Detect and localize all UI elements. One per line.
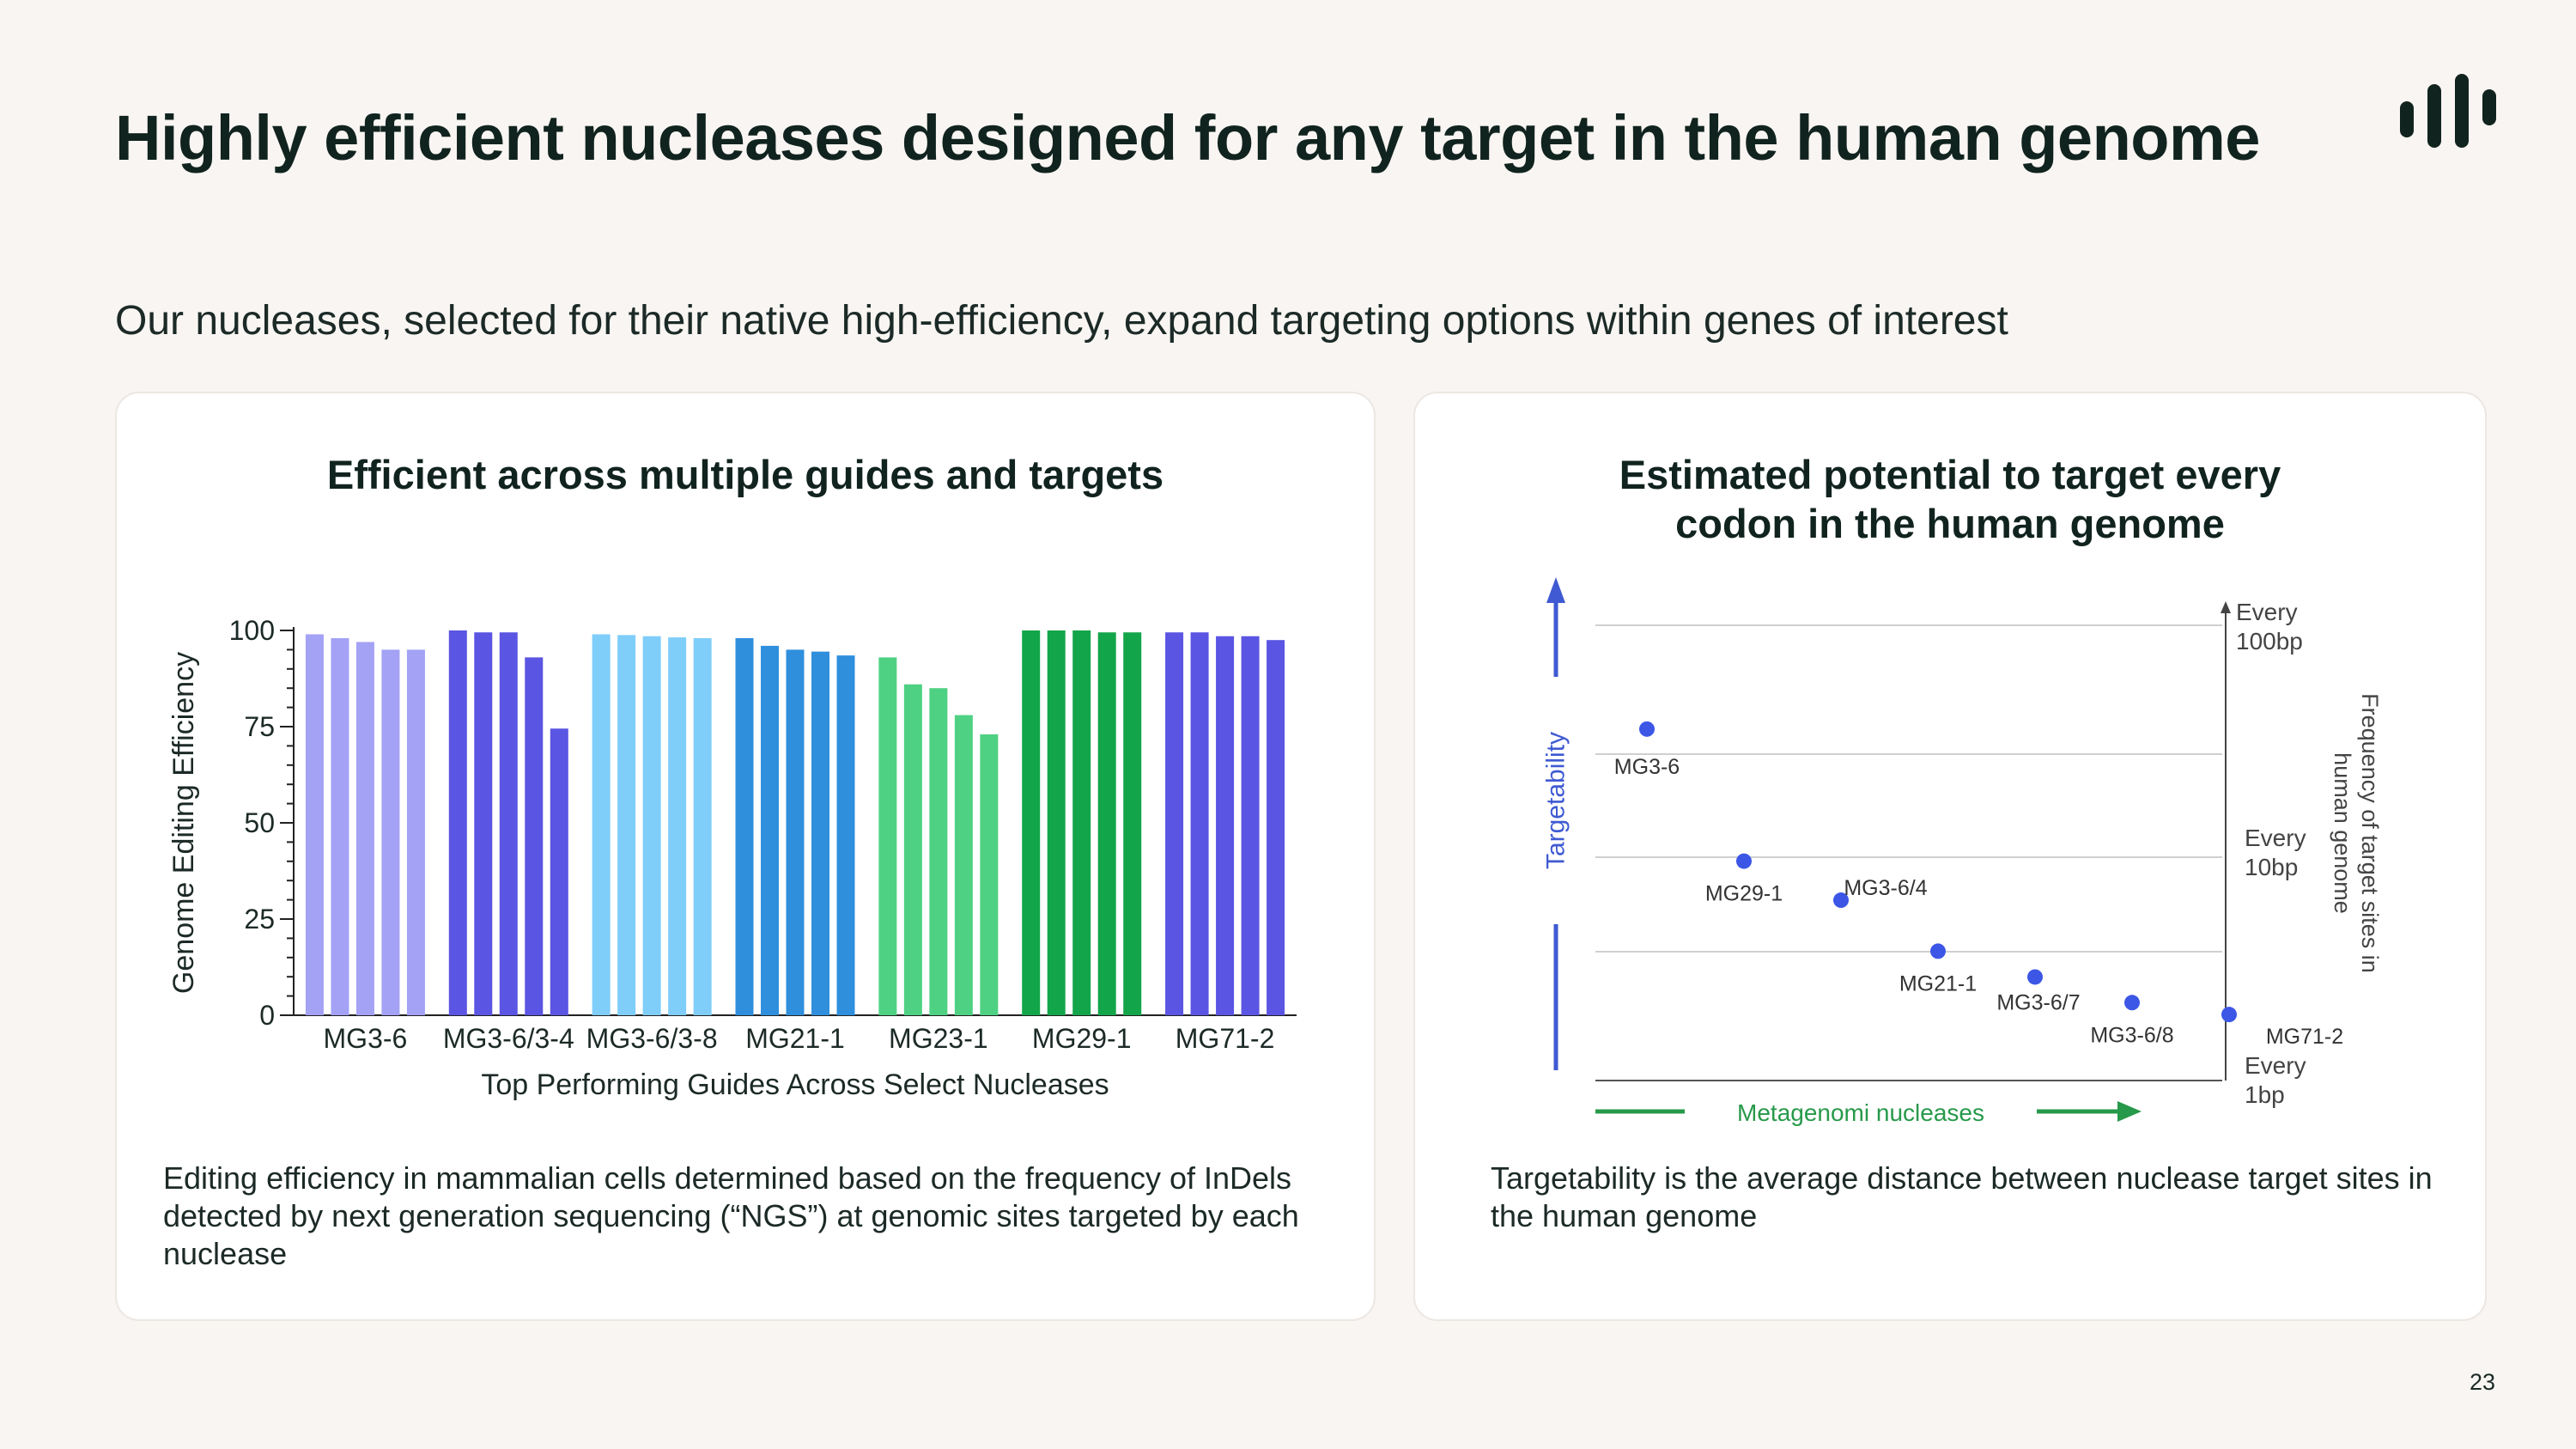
- bar-mg3-6-3-4-2: [474, 632, 493, 1015]
- bar-mg3-6-3-8-3: [642, 636, 661, 1015]
- targetability-card-title: Estimated potential to target every codo…: [1415, 450, 2485, 548]
- targetability-title-line-1: Estimated potential to target every: [1619, 452, 2281, 497]
- bar-mg3-6-3-4-4: [525, 657, 544, 1015]
- bar-mg29-1-3: [1072, 630, 1091, 1015]
- scale-label-line2: 100bp: [2236, 628, 2303, 654]
- targetability-title-line-2: codon in the human genome: [1675, 501, 2225, 546]
- point-mg3-6-8: [2124, 995, 2140, 1011]
- bar-mg3-6-3-8-4: [668, 637, 687, 1015]
- bar-mg3-6-2: [331, 637, 349, 1015]
- point-label: MG3-6/4: [1844, 876, 1927, 900]
- point-label: MG3-6/7: [1996, 990, 2080, 1014]
- point-label: MG21-1: [1899, 971, 1977, 995]
- bar-mg3-6-4: [381, 649, 400, 1015]
- efficiency-bar-chart: 0 25 50 75 100 Genome Editing Efficiency MG3-6…: [167, 615, 1297, 1101]
- bar-mg21-1-2: [761, 645, 779, 1015]
- slide-title: Highly efficient nucleases designed for …: [115, 102, 2260, 174]
- y-tick-label: 0: [259, 1000, 275, 1031]
- bar-mg3-6-3-4-5: [550, 728, 568, 1015]
- bar-mg3-6-3-8-5: [693, 637, 712, 1015]
- y-tick-label: 75: [244, 711, 275, 742]
- x-axis-title: Top Performing Guides Across Select Nucl…: [481, 1068, 1109, 1101]
- scale-label-line1: Every: [2245, 1052, 2306, 1079]
- y-tick-label: 50: [244, 807, 275, 838]
- efficiency-card: Efficient across multiple guides and tar…: [115, 392, 1376, 1321]
- x-tick-label: MG23-1: [889, 1023, 988, 1054]
- slide-subtitle: Our nucleases, selected for their native…: [115, 298, 2008, 344]
- scale-label-line2: 1bp: [2245, 1081, 2285, 1108]
- point-label: MG71-2: [2266, 1025, 2343, 1049]
- x-tick-label: MG3-6/3-8: [586, 1023, 718, 1054]
- x-tick-label: MG3-6: [324, 1023, 408, 1054]
- bar-mg3-6-3-8-1: [592, 634, 611, 1015]
- efficiency-card-description: Editing efficiency in mammalian cells de…: [163, 1160, 1299, 1271]
- point-mg71-2: [2221, 1007, 2237, 1023]
- bar-mg23-1-1: [878, 657, 897, 1015]
- y2-axis-title-line2: human genome: [2330, 752, 2355, 914]
- bar-mg3-6-3: [355, 642, 374, 1015]
- targetability-arrowhead: [1546, 577, 1565, 603]
- scale-label-line2: 10bp: [2245, 854, 2298, 880]
- bar-mg3-6-1: [305, 634, 324, 1015]
- bar-mg21-1-4: [811, 651, 829, 1015]
- point-label: MG3-6: [1614, 755, 1680, 779]
- bar-mg23-1-2: [903, 684, 922, 1015]
- right-axis-arrowhead: [2221, 601, 2231, 613]
- bar-mg29-1-1: [1022, 630, 1041, 1015]
- targetability-card: Estimated potential to target every codo…: [1413, 392, 2487, 1321]
- bar-mg29-1-5: [1123, 632, 1142, 1015]
- targetability-axis-title: Targetability: [1542, 732, 1571, 869]
- x-tick-label: MG21-1: [745, 1023, 845, 1054]
- bar-mg21-1-3: [786, 649, 805, 1015]
- point-mg3-6-7: [2027, 969, 2043, 985]
- point-mg3-6-4: [1833, 892, 1849, 909]
- bar-mg71-2-4: [1241, 636, 1260, 1015]
- y-tick-label: 100: [229, 615, 275, 646]
- bar-mg21-1-1: [735, 637, 754, 1015]
- bar-mg71-2-1: [1165, 632, 1184, 1015]
- scale-label-line1: Every: [2245, 825, 2306, 851]
- point-mg3-6: [1639, 721, 1655, 737]
- x-tick-label: MG71-2: [1176, 1023, 1275, 1054]
- bar-mg23-1-5: [980, 734, 999, 1015]
- point-label: MG3-6/8: [2090, 1023, 2173, 1047]
- bar-mg3-6-5: [406, 649, 425, 1015]
- point-mg21-1: [1930, 943, 1946, 959]
- bar-logo-icon: [2400, 74, 2496, 148]
- point-label: MG29-1: [1705, 882, 1783, 906]
- y2-axis-title-line1: Frequency of target sites in: [2357, 693, 2383, 973]
- x-tick-label: MG3-6/3-4: [443, 1023, 574, 1054]
- scale-label-line1: Every: [2236, 599, 2298, 625]
- bar-mg29-1-2: [1047, 630, 1066, 1015]
- y-axis-title: Genome Editing Efficiency: [167, 652, 200, 994]
- bar-mg21-1-5: [836, 655, 855, 1015]
- bar-mg71-2-2: [1190, 632, 1209, 1015]
- bar-mg3-6-3-4-3: [499, 632, 518, 1015]
- bar-mg23-1-3: [929, 688, 948, 1015]
- nucleases-axis-title: Metagenomi nucleases: [1737, 1099, 1984, 1126]
- bar-mg3-6-3-4-1: [448, 630, 467, 1015]
- nucleases-arrowhead: [2117, 1101, 2142, 1122]
- bar-mg71-2-3: [1216, 636, 1235, 1015]
- bar-mg23-1-4: [954, 715, 973, 1015]
- x-tick-label: MG29-1: [1032, 1023, 1132, 1054]
- bar-mg71-2-5: [1267, 640, 1285, 1015]
- y-tick-label: 25: [244, 904, 275, 935]
- targetability-card-description: Targetability is the average distance be…: [1491, 1160, 2433, 1233]
- efficiency-card-title: Efficient across multiple guides and tar…: [326, 452, 1164, 497]
- point-mg29-1: [1736, 853, 1752, 869]
- bar-mg29-1-4: [1097, 632, 1116, 1015]
- bar-mg3-6-3-8-2: [617, 635, 636, 1015]
- page-number: 23: [2469, 1369, 2495, 1395]
